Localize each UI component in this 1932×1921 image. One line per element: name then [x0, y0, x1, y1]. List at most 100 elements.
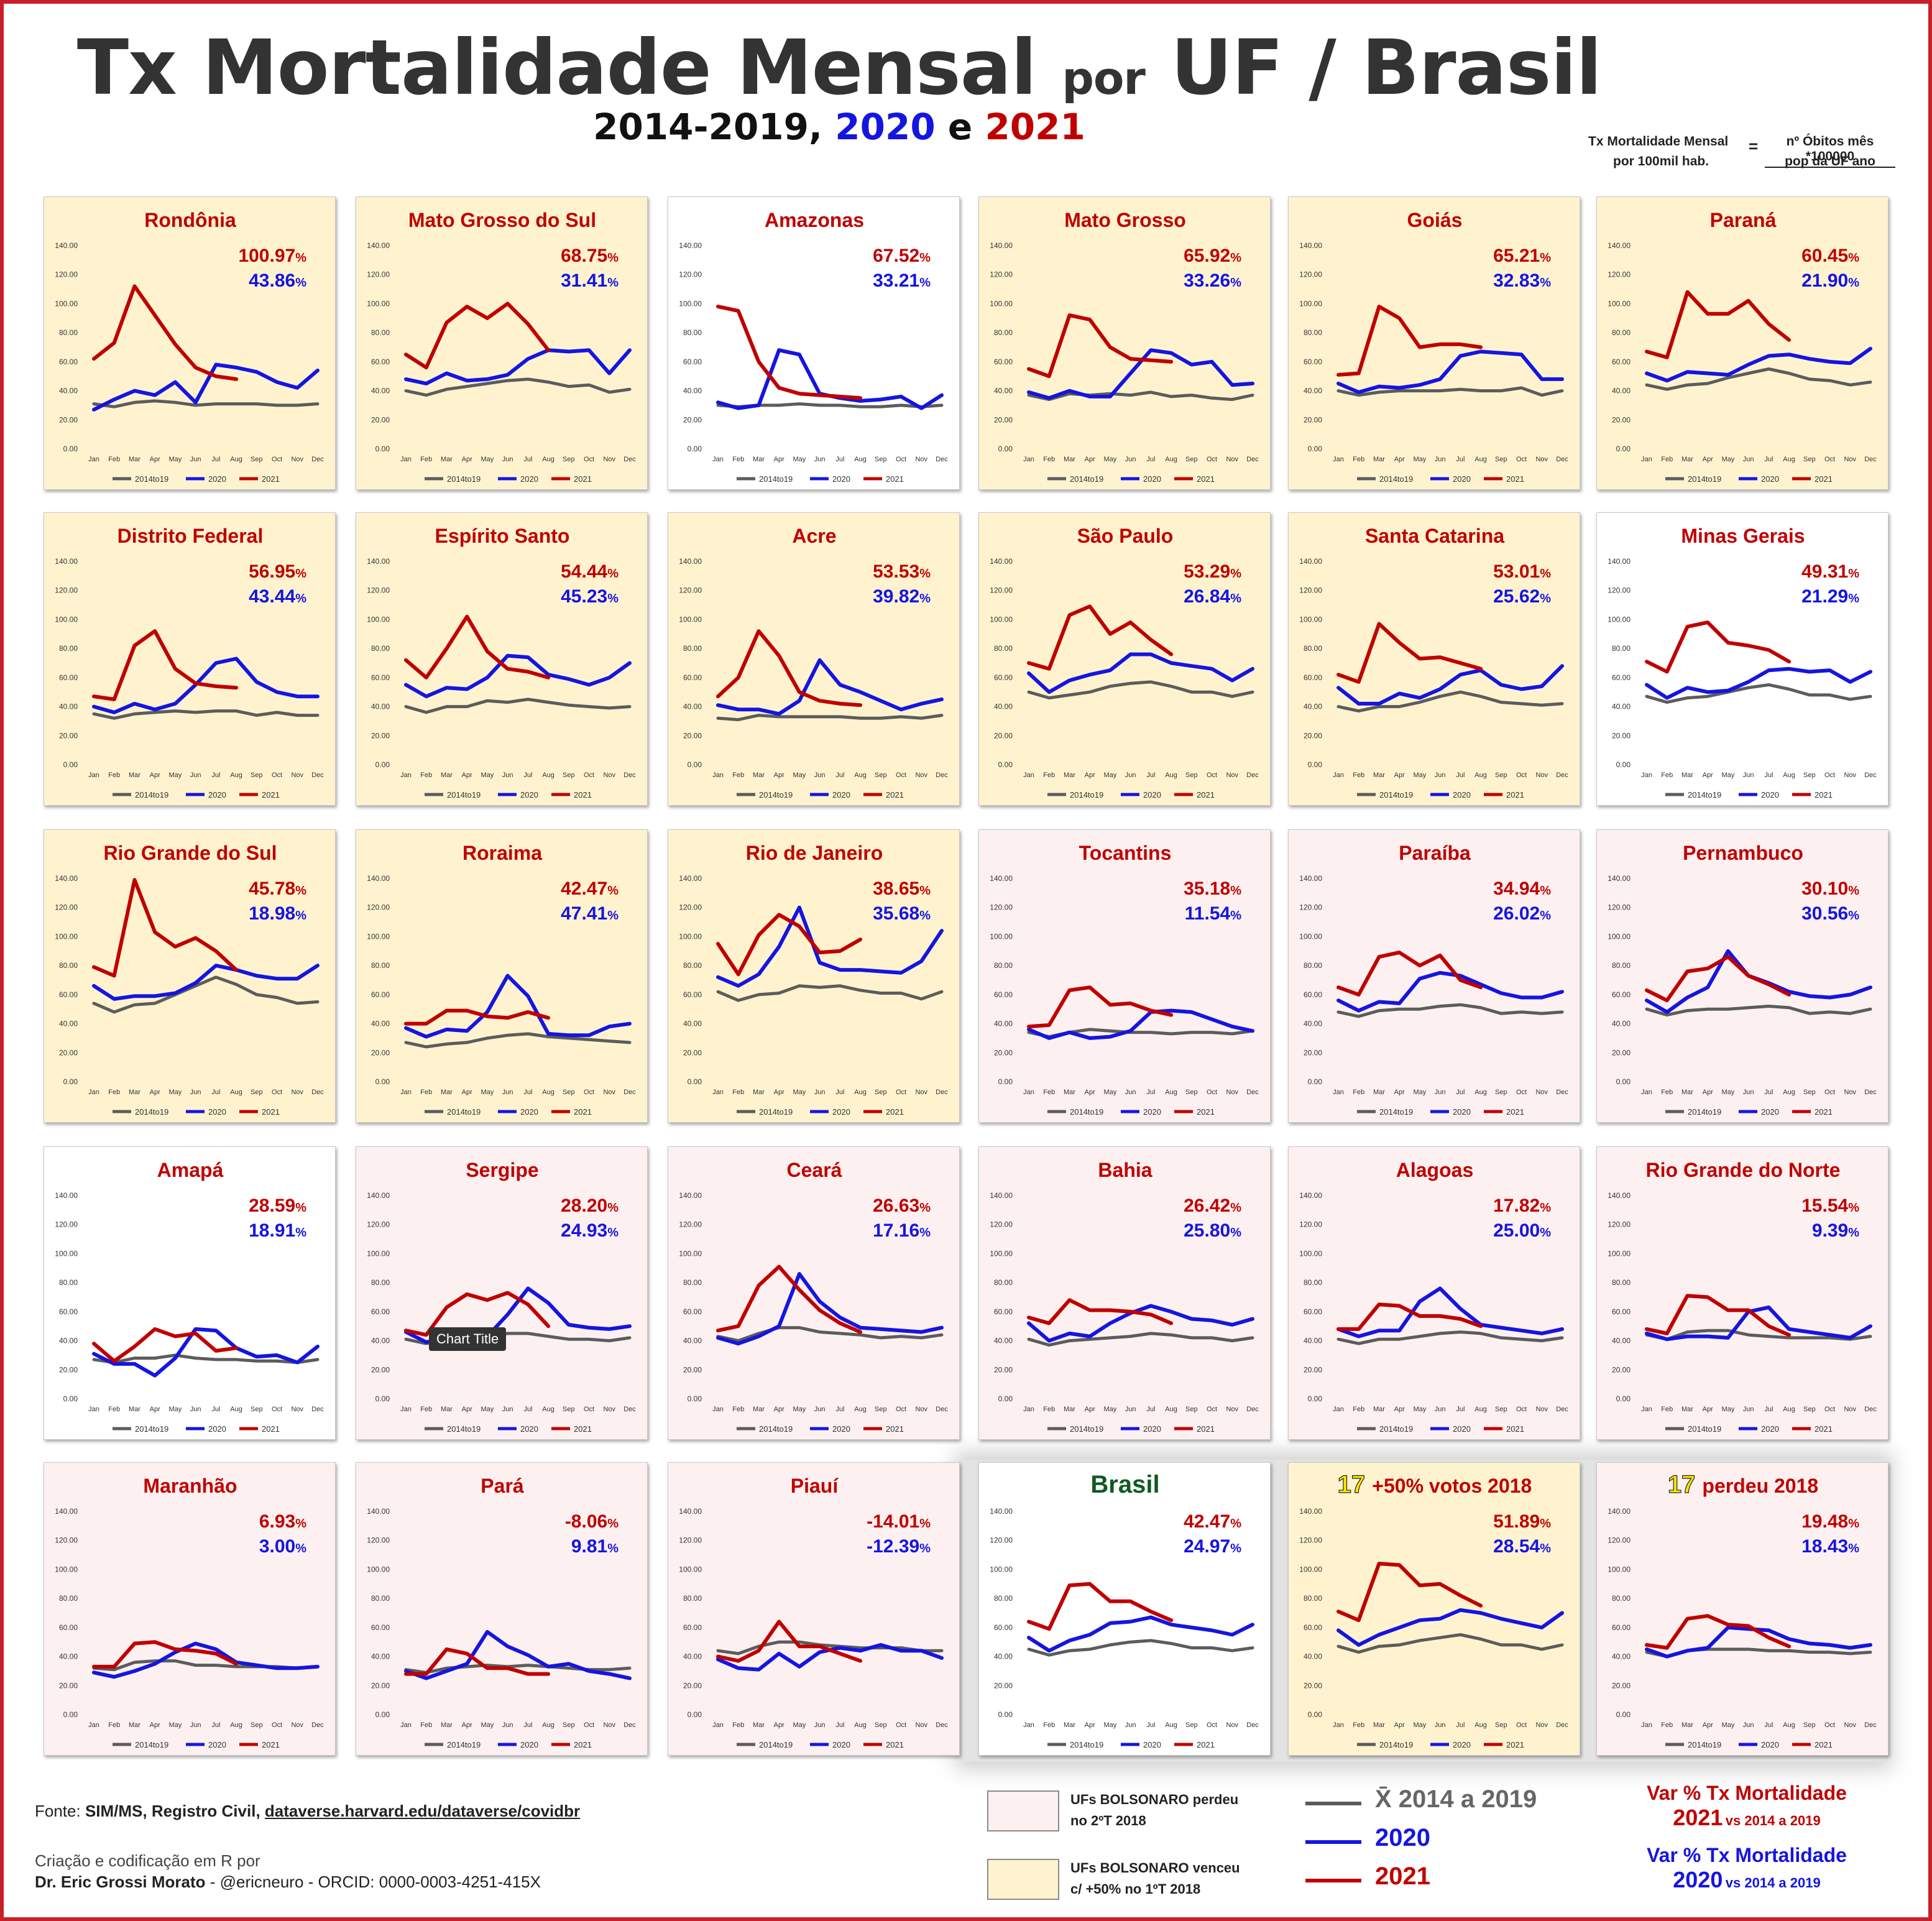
- chart-panel-maranhao[interactable]: Maranhão 0.00 20.00 40.00 60.00 80.00 100.00 12…: [44, 1462, 336, 1756]
- pct-2020-label: 47.41%: [561, 903, 619, 924]
- x-tick-label: Nov: [915, 1721, 927, 1729]
- x-tick-label: Dec: [1246, 1089, 1259, 1096]
- series-line-2021: [1645, 290, 1792, 359]
- page-title: Tx Mortalidade Mensal por UF / Brasil: [0, 24, 1678, 112]
- y-tick-label: 0.00: [688, 760, 702, 769]
- x-tick-label: Sep: [251, 1721, 263, 1729]
- chart-svg: Rio Grande do Sul 0.00 20.00 40.00 60.00 80.0…: [55, 842, 324, 1117]
- pct-sign: %: [295, 884, 306, 898]
- x-tick-label: Apr: [1085, 1721, 1095, 1729]
- chart-panel-pernambuco[interactable]: Pernambuco 0.00 20.00 40.00 60.00 80.00 100.00…: [1596, 829, 1888, 1123]
- y-tick-label: 20.00: [683, 731, 702, 740]
- chart-panel-17-perdeu-2018[interactable]: 17 perdeu 2018 0.00 20.00 40.00 60.00 80.00 10…: [1596, 1462, 1888, 1756]
- chart-panel-santa-catarina[interactable]: Santa Catarina 0.00 20.00 40.00 60.00 80.00 10…: [1288, 512, 1580, 806]
- chart-panel-tocantins[interactable]: Tocantins 0.00 20.00 40.00 60.00 80.00 100.00 1…: [978, 829, 1271, 1123]
- chart-panel-mato-grosso[interactable]: Mato Grosso 0.00 20.00 40.00 60.00 80.00 100.0…: [978, 196, 1271, 490]
- formula-numerator: nº Óbitos mês *100000: [1765, 134, 1895, 168]
- chart-panel-minas-gerais[interactable]: Minas Gerais 0.00 20.00 40.00 60.00 80.00 100.…: [1596, 512, 1888, 806]
- series-line-2020: [716, 658, 944, 716]
- x-tick-label: Nov: [915, 1089, 927, 1096]
- chart-panel-alagoas[interactable]: Alagoas 0.00 20.00 40.00 60.00 80.00 100.00 120…: [1288, 1146, 1580, 1440]
- y-tick-label: 40.00: [994, 1020, 1013, 1028]
- chart-panel-brasil[interactable]: Brasil 0.00 20.00 40.00 60.00 80.00 100.00 120.…: [978, 1462, 1271, 1756]
- y-tick-label: 140.00: [367, 874, 390, 883]
- chart-panel-rio-grande-do-norte[interactable]: Rio Grande do Norte 0.00 20.00 40.00 60.00 80…: [1596, 1146, 1888, 1440]
- x-tick-label: Mar: [1064, 1089, 1075, 1096]
- x-tick-label: Nov: [1844, 1721, 1856, 1729]
- legend-label-2021: 2021: [1197, 1424, 1215, 1434]
- y-tick-label: 20.00: [371, 1365, 390, 1374]
- series-line-2020: [1336, 664, 1564, 706]
- chart-svg: 17 +50% votos 2018 0.00 20.00 40.00 60.00 80.…: [1299, 1470, 1568, 1749]
- chart-panel-17-50-votos-2018[interactable]: 17 +50% votos 2018 0.00 20.00 40.00 60.00 80.…: [1288, 1462, 1580, 1756]
- x-tick-label: Sep: [1185, 1721, 1198, 1729]
- chart-panel-amazonas[interactable]: Amazonas 0.00 20.00 40.00 60.00 80.00 100.00 12…: [668, 196, 960, 490]
- chart-panel-rio-de-janeiro[interactable]: Rio de Janeiro 0.00 20.00 40.00 60.00 80.00 10…: [668, 829, 960, 1123]
- x-tick-label: May: [1104, 1406, 1117, 1413]
- x-tick-label: Oct: [1824, 1406, 1835, 1413]
- chart-panel-rio-grande-do-sul[interactable]: Rio Grande do Sul 0.00 20.00 40.00 60.00 80.0…: [44, 829, 336, 1123]
- x-tick-label: Jul: [835, 1406, 844, 1413]
- legend-label-2020: 2020: [1761, 1107, 1779, 1117]
- chart-panel-mato-grosso-do-sul[interactable]: Mato Grosso do Sul 0.00 20.00 40.00 60.00 80.…: [356, 196, 648, 490]
- y-tick-label: 0.00: [1308, 445, 1323, 453]
- series-line-2020: [1336, 349, 1564, 394]
- y-tick-label: 40.00: [683, 1337, 702, 1345]
- chart-panel-piaui[interactable]: Piauí 0.00 20.00 40.00 60.00 80.00 100.00 120.0…: [668, 1462, 960, 1756]
- series-line-2021: [716, 1265, 863, 1334]
- y-tick-label: 60.00: [1612, 990, 1631, 999]
- x-tick-label: Jul: [1146, 456, 1155, 463]
- chart-title: Paraná: [1710, 209, 1777, 231]
- x-tick-label: Aug: [1783, 1089, 1795, 1096]
- chart-title: Minas Gerais: [1681, 525, 1805, 547]
- x-tick-label: Feb: [108, 1406, 120, 1413]
- chart-panel-sao-paulo[interactable]: São Paulo 0.00 20.00 40.00 60.00 80.00 100.00 1…: [978, 512, 1271, 806]
- x-tick-label: May: [1104, 1721, 1117, 1729]
- x-tick-label: Oct: [272, 456, 282, 463]
- chart-panel-rondonia[interactable]: Rondônia 0.00 20.00 40.00 60.00 80.00 100.00 12…: [44, 196, 336, 490]
- x-tick-label: Aug: [542, 1406, 554, 1413]
- pct-2021-label: 56.95%: [249, 561, 306, 582]
- chart-title: Roraima: [462, 842, 542, 864]
- chart-panel-roraima[interactable]: Roraima 0.00 20.00 40.00 60.00 80.00 100.00 120…: [356, 829, 648, 1123]
- x-tick-label: Apr: [462, 456, 472, 463]
- chart-panel-acre[interactable]: Acre 0.00 20.00 40.00 60.00 80.00 100.00 120.00…: [668, 512, 960, 806]
- chart-panel-ceara[interactable]: Ceará 0.00 20.00 40.00 60.00 80.00 100.00 120.0…: [668, 1146, 960, 1440]
- chart-panel-espirito-santo[interactable]: Espírito Santo 0.00 20.00 40.00 60.00 80.00 10…: [356, 512, 648, 806]
- series-line-2014to19: [404, 377, 632, 397]
- series-line-2021: [1027, 1582, 1174, 1631]
- chart-panel-distrito-federal[interactable]: Distrito Federal 0.00 20.00 40.00 60.00 80.00…: [44, 512, 336, 806]
- x-tick-label: Feb: [732, 456, 744, 463]
- chart-panel-paraiba[interactable]: Paraíba 0.00 20.00 40.00 60.00 80.00 100.00 120…: [1288, 829, 1580, 1123]
- pct-2021-label: 65.21%: [1493, 246, 1551, 266]
- chart-svg: Paraná 0.00 20.00 40.00 60.00 80.00 100.00 120.…: [1608, 209, 1877, 484]
- x-tick-label: Mar: [1373, 456, 1385, 463]
- chart-panel-sergipe[interactable]: Sergipe 0.00 20.00 40.00 60.00 80.00 100.00 120…: [356, 1146, 648, 1440]
- x-tick-label: May: [793, 456, 806, 463]
- x-tick-label: Jul: [1456, 456, 1465, 463]
- pct-sign: %: [919, 1201, 931, 1215]
- chart-svg: Pará 0.00 20.00 40.00 60.00 80.00 100.00 120.00…: [367, 1475, 636, 1749]
- source-link[interactable]: dataverse.harvard.edu/dataverse/covidbr: [264, 1802, 581, 1820]
- chart-panel-goias[interactable]: Goiás 0.00 20.00 40.00 60.00 80.00 100.00 120.0…: [1288, 196, 1580, 490]
- subtitle-2020: 2020: [835, 106, 936, 148]
- y-tick-label: 0.00: [998, 1394, 1013, 1403]
- x-tick-label: Nov: [603, 1406, 615, 1413]
- pct-sign: %: [607, 567, 619, 581]
- y-tick-label: 40.00: [59, 387, 78, 395]
- series-line-2014to19: [404, 698, 632, 714]
- key-2020-label: 2020: [1375, 1824, 1430, 1851]
- chart-panel-para[interactable]: Pará 0.00 20.00 40.00 60.00 80.00 100.00 120.00…: [356, 1462, 648, 1756]
- pct-2021-value: 19.48: [1801, 1511, 1848, 1532]
- pct-2021-label: -14.01%: [867, 1511, 931, 1532]
- chart-panel-bahia[interactable]: Bahia 0.00 20.00 40.00 60.00 80.00 100.00 120.0…: [978, 1146, 1271, 1440]
- y-tick-label: 140.00: [990, 557, 1013, 566]
- formula-denominator: pop da UF ano: [1785, 154, 1875, 168]
- chart-panel-amapa[interactable]: Amapá 0.00 20.00 40.00 60.00 80.00 100.00 120.0…: [44, 1146, 336, 1440]
- series-line-2021: [716, 913, 863, 977]
- x-tick-label: Dec: [1556, 1089, 1568, 1096]
- x-tick-label: Aug: [854, 772, 867, 779]
- y-tick-label: 100.00: [1299, 1565, 1322, 1573]
- y-tick-label: 20.00: [59, 1048, 78, 1057]
- chart-panel-parana[interactable]: Paraná 0.00 20.00 40.00 60.00 80.00 100.00 120.…: [1596, 196, 1888, 490]
